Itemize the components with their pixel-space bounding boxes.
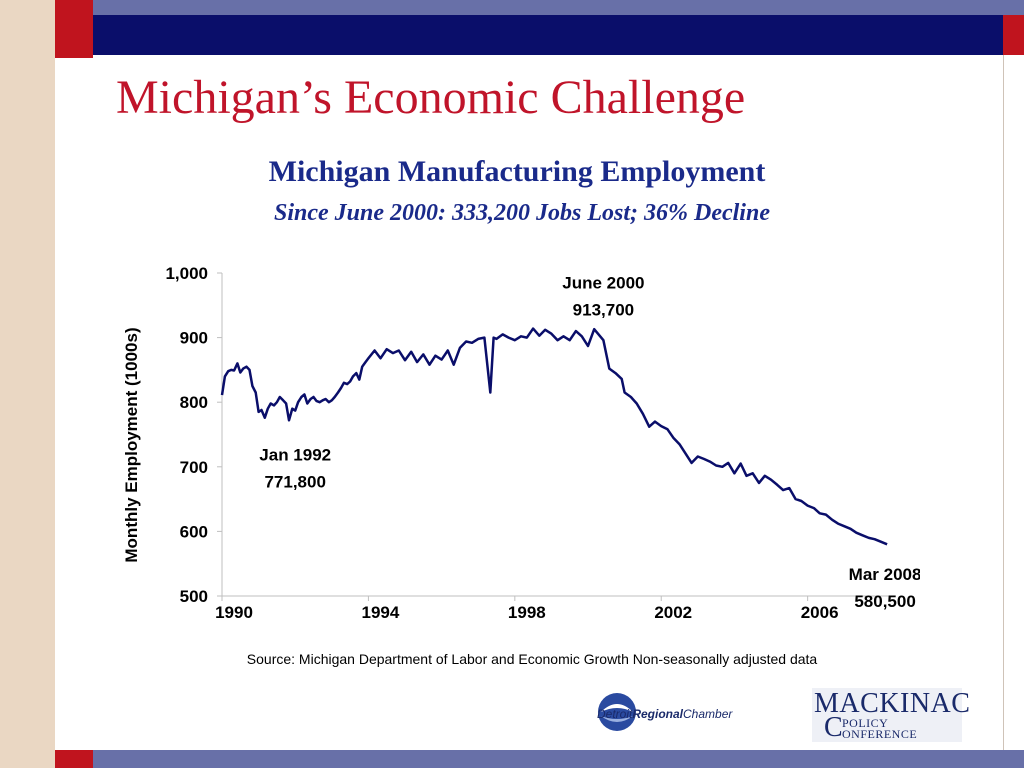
mackinac-logo-line2: POLICY	[842, 716, 889, 730]
left-decor-strip	[0, 0, 55, 768]
chart-title: Michigan Manufacturing Employment	[268, 155, 766, 188]
left-red-block	[55, 0, 93, 58]
right-divider	[1003, 55, 1004, 750]
right-red-block	[1003, 15, 1024, 55]
drc-logo-part2: Regional	[632, 707, 683, 721]
bottom-decor-bar	[0, 750, 1024, 768]
x-tick-label: 2002	[654, 603, 692, 622]
x-tick-label: 1994	[361, 603, 399, 622]
y-tick-label: 900	[180, 329, 208, 348]
annotation-value: 913,700	[573, 301, 634, 320]
drc-logo-part3: Chamber	[683, 707, 733, 721]
right-decor-corner	[1003, 0, 1024, 15]
y-tick-label: 1,000	[165, 264, 208, 283]
bottom-decor-left	[0, 750, 55, 768]
y-tick-label: 800	[180, 393, 208, 412]
x-tick-label: 1998	[508, 603, 546, 622]
employment-line-chart: 500 600 700 800 900 1,000 1990 1994 1998 2002 200…	[122, 264, 920, 622]
mackinac-logo-line1: MACKINAC	[814, 688, 971, 719]
y-tick-label: 600	[180, 522, 208, 541]
annotation-value: 771,800	[264, 472, 325, 491]
annotation-layer: June 2000 913,700 Jan 1992 771,800 Mar 2008 5…	[259, 274, 920, 611]
mackinac-policy-conference-logo: MACKINAC C POLICY ONFERENCE	[812, 688, 970, 743]
series-layer	[220, 327, 888, 546]
drc-emblem-icon	[598, 693, 636, 731]
detroit-regional-chamber-logo: DetroitRegionalChamber	[597, 693, 733, 731]
y-tick-label: 500	[180, 587, 208, 606]
x-axis: 1990 1994 1998 2002 2006	[215, 595, 890, 622]
y-axis: 500 600 700 800 900 1,000	[165, 264, 223, 606]
annotation-value: 580,500	[854, 592, 915, 611]
annotation-date: Jan 1992	[259, 445, 331, 464]
source-note: Source: Michigan Department of Labor and…	[246, 651, 818, 667]
x-tick-label: 2006	[801, 603, 839, 622]
drc-logo-part1: Detroit	[597, 707, 633, 721]
top-navy-bar	[93, 15, 1003, 55]
y-axis-label: Monthly Employment (1000s)	[122, 327, 141, 562]
mackinac-logo-c: C	[824, 712, 843, 743]
svg-text:DetroitRegionalChamber: DetroitRegionalChamber	[597, 707, 733, 721]
x-tick-label: 1990	[215, 603, 253, 622]
mackinac-logo-line3: ONFERENCE	[842, 727, 918, 741]
slide-title: Michigan’s Economic Challenge	[116, 71, 746, 124]
employment-series-line	[220, 327, 888, 546]
chart-subtitle: Since June 2000: 333,200 Jobs Lost; 36% …	[274, 200, 770, 226]
annotation-date: Mar 2008	[849, 565, 920, 584]
annotation-date: June 2000	[562, 274, 644, 293]
top-decor-band	[93, 0, 1003, 15]
y-tick-label: 700	[180, 458, 208, 477]
bottom-decor-red	[55, 750, 93, 768]
